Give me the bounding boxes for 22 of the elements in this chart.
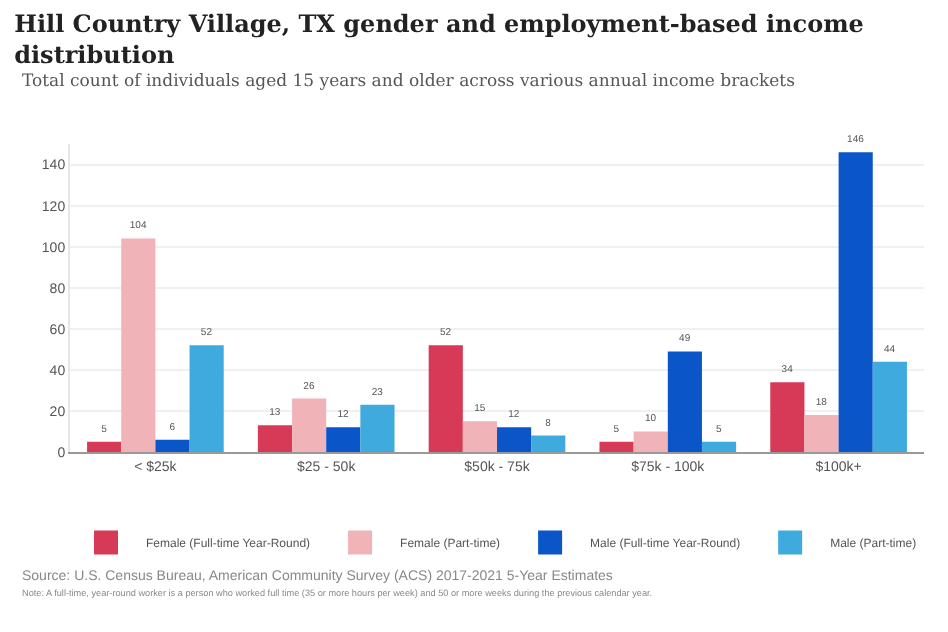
bar	[428, 345, 463, 452]
chart-title: Hill Country Village, TX gender and employment-based income distribution	[14, 9, 865, 69]
bar	[292, 398, 327, 452]
bar	[189, 345, 224, 452]
bar	[155, 439, 190, 452]
bar	[804, 415, 839, 452]
bar	[360, 404, 395, 452]
bar	[838, 152, 873, 452]
bar	[257, 425, 293, 452]
bar	[872, 361, 907, 452]
bar	[770, 382, 805, 452]
bar	[633, 431, 668, 452]
bar	[701, 441, 737, 452]
bar	[599, 441, 634, 452]
bar	[667, 351, 702, 452]
bar	[326, 427, 361, 452]
bar	[121, 238, 156, 452]
bar	[531, 435, 566, 452]
bar	[462, 421, 497, 452]
bar	[497, 427, 532, 452]
chart-subtitle: Total count of individuals aged 15 years and older across various annual income brackets	[22, 72, 795, 92]
bar	[87, 441, 122, 452]
